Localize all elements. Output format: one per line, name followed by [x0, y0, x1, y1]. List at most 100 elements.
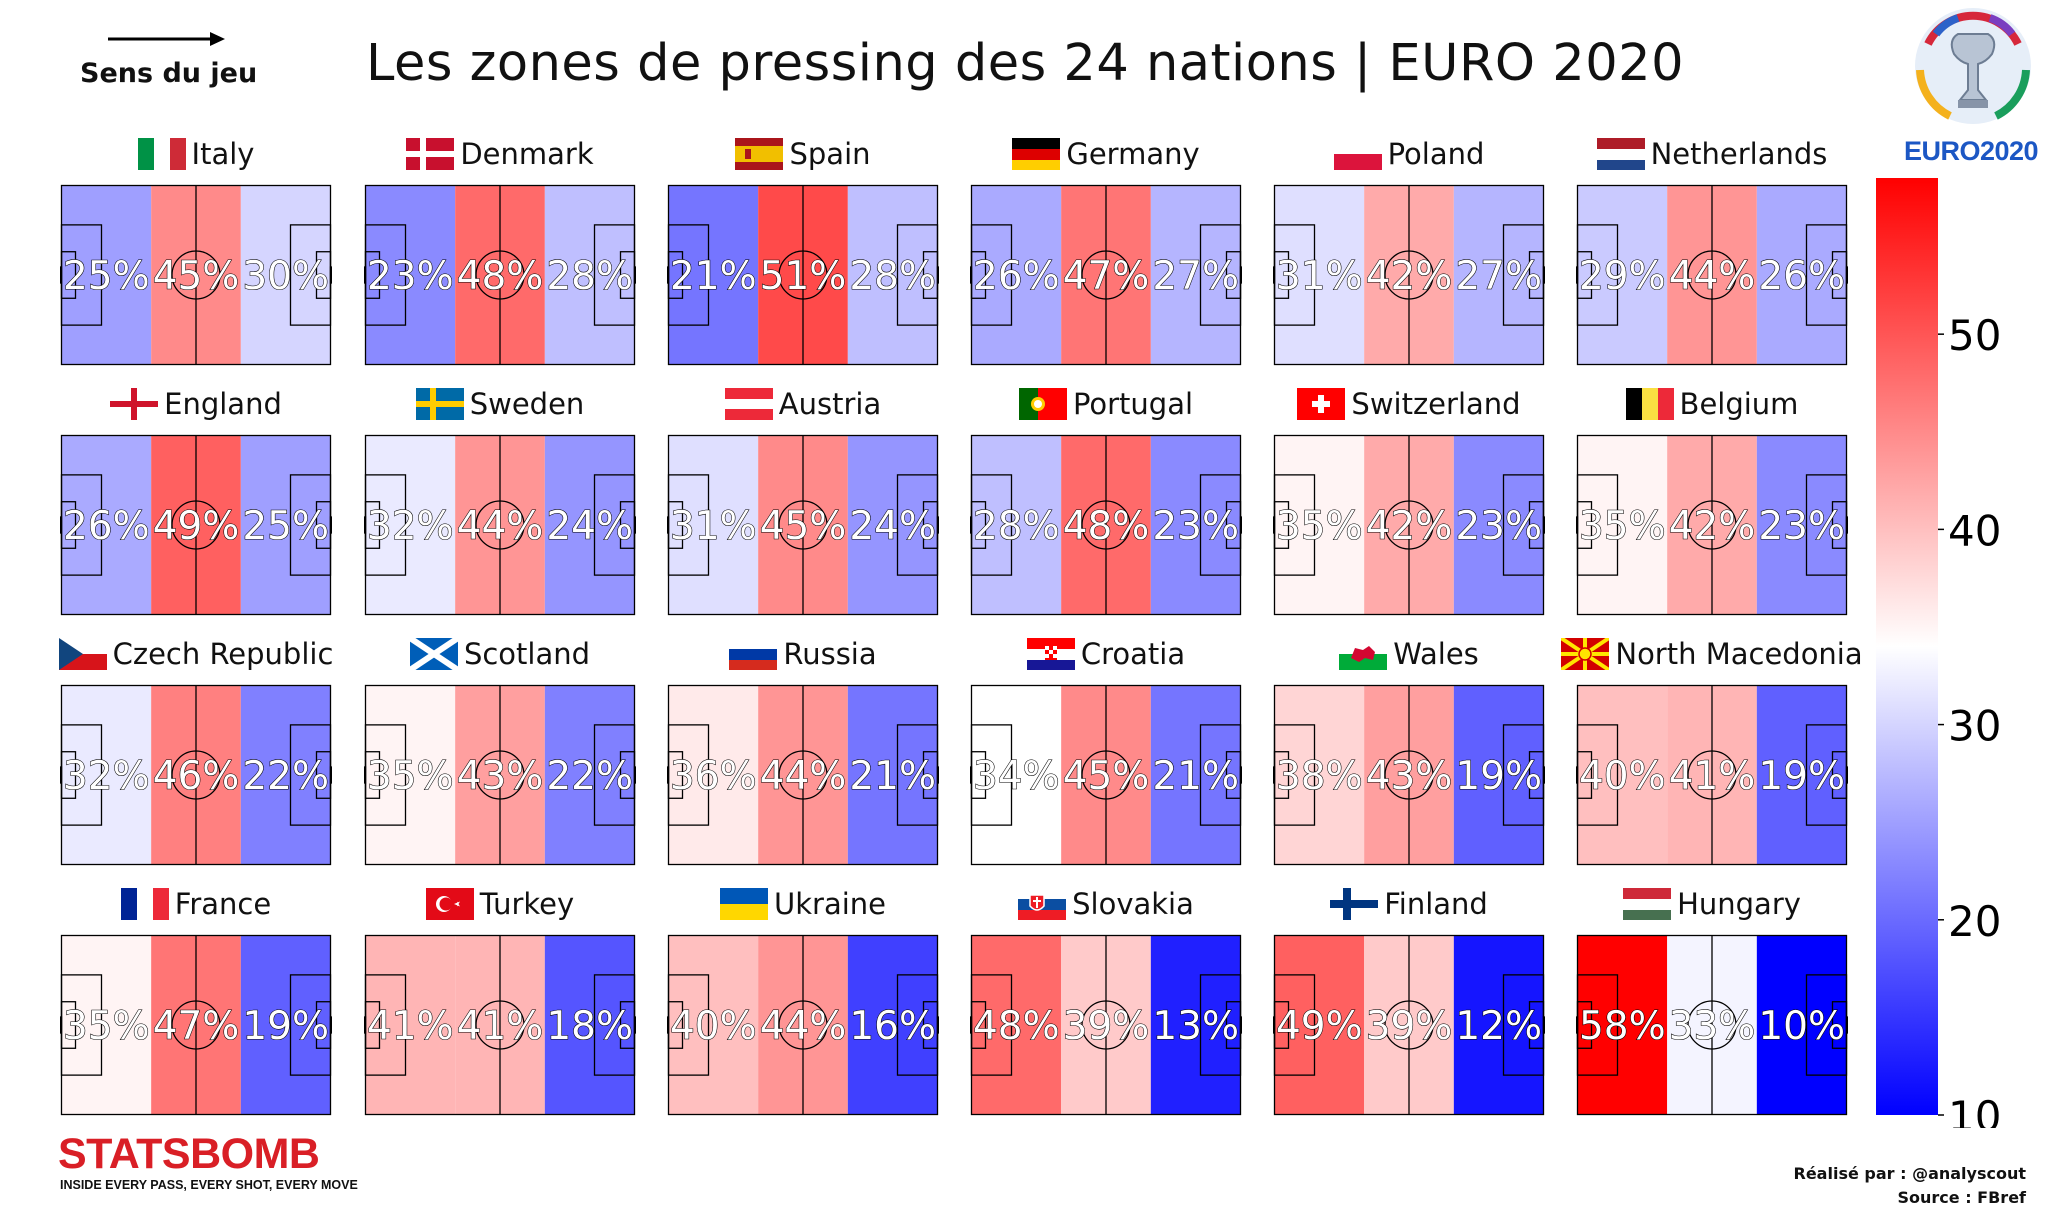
team-name: Scotland — [463, 637, 591, 671]
pitch-lines — [1576, 184, 1848, 366]
zone-value-label: 49% — [1276, 1004, 1363, 1049]
zone-cell — [1150, 685, 1241, 865]
pitch: 21% 51% 28% — [667, 184, 939, 366]
team-name: Netherlands — [1650, 137, 1828, 171]
zone-value-label: 38% — [1276, 754, 1363, 799]
team-panel: Czech Republic 32% 46% 22% — [58, 634, 333, 866]
pitch-lines — [970, 434, 1242, 616]
pitch: 49% 39% 12% — [1273, 934, 1545, 1116]
pitch-lines — [970, 684, 1242, 866]
pitch-lines — [364, 934, 636, 1116]
zone-cell — [1577, 185, 1668, 365]
team-name: England — [164, 387, 282, 421]
pitch: 35% 42% 23% — [1576, 434, 1848, 616]
euro2020-logo-text: EURO2020 — [1903, 136, 2039, 166]
team-label: Italy — [60, 134, 332, 174]
zone-cell — [365, 935, 456, 1115]
zone-value-label: 13% — [1152, 1004, 1239, 1049]
zone-value-label: 24% — [849, 504, 936, 549]
zone-value-label: 45% — [1063, 754, 1150, 799]
team-panel: England 26% 49% 25% — [60, 384, 332, 616]
team-label: Czech Republic — [58, 634, 333, 674]
pitch: 35% 43% 22% — [364, 684, 636, 866]
zone-cell — [240, 935, 331, 1115]
zone-value-label: 44% — [760, 754, 847, 799]
zone-cell — [61, 685, 152, 865]
statsbomb-tagline: INSIDE EVERY PASS, EVERY SHOT, EVERY MOV… — [60, 1178, 358, 1192]
team-panel: Netherlands 29% 44% 26% — [1576, 134, 1848, 366]
team-panel: Switzerland 35% 42% 23% — [1273, 384, 1545, 616]
team-label: Hungary — [1576, 884, 1848, 924]
play-direction-label: Sens du jeu — [80, 58, 258, 89]
team-label: Denmark — [364, 134, 636, 174]
zone-cell — [971, 185, 1062, 365]
zone-value-label: 46% — [153, 754, 240, 799]
zone-cell — [544, 435, 635, 615]
zone-cell — [668, 935, 759, 1115]
zone-cell — [61, 435, 152, 615]
zone-value-label: 25% — [63, 254, 150, 299]
zone-value-label: 34% — [973, 754, 1060, 799]
pitch: 35% 42% 23% — [1273, 434, 1545, 616]
zone-value-label: 29% — [1579, 254, 1666, 299]
pitch-lines — [667, 934, 939, 1116]
zone-value-label: 35% — [1579, 504, 1666, 549]
pitch: 36% 44% 21% — [667, 684, 939, 866]
zone-value-label: 32% — [63, 754, 150, 799]
poland-flag-icon — [1333, 138, 1382, 170]
team-label: Belgium — [1576, 384, 1848, 424]
zone-cell — [1756, 685, 1847, 865]
team-label: Austria — [667, 384, 939, 424]
russia-flag-icon — [729, 638, 778, 670]
zone-value-label: 44% — [457, 504, 544, 549]
zone-value-label: 12% — [1455, 1004, 1542, 1049]
team-name: Belgium — [1679, 387, 1799, 421]
netherlands-flag-icon — [1596, 138, 1645, 170]
author-credit: Réalisé par : @analyscout — [1793, 1164, 2027, 1183]
team-panel: Scotland 35% 43% 22% — [364, 634, 636, 866]
zone-value-label: 25% — [242, 504, 329, 549]
pitch-lines — [667, 434, 939, 616]
zone-cell — [1756, 185, 1847, 365]
france-flag-icon — [120, 888, 169, 920]
czech-flag-icon — [58, 638, 107, 670]
austria-flag-icon — [724, 388, 773, 420]
team-panel: Belgium 35% 42% 23% — [1576, 384, 1848, 616]
belgium-flag-icon — [1625, 388, 1674, 420]
team-label: Scotland — [364, 634, 636, 674]
team-panel: Ukraine 40% 44% 16% — [667, 884, 939, 1116]
team-label: Poland — [1273, 134, 1545, 174]
zone-value-label: 36% — [670, 754, 757, 799]
team-label: Croatia — [970, 634, 1242, 674]
pitch: 35% 47% 19% — [60, 934, 332, 1116]
pitch: 26% 47% 27% — [970, 184, 1242, 366]
team-label: Ukraine — [667, 884, 939, 924]
sweden-flag-icon — [415, 388, 464, 420]
zone-cell — [1150, 185, 1241, 365]
team-name: North Macedonia — [1615, 637, 1863, 671]
team-label: Germany — [970, 134, 1242, 174]
team-label: Wales — [1273, 634, 1545, 674]
pitch: 31% 45% 24% — [667, 434, 939, 616]
zone-cell — [61, 185, 152, 365]
zone-cell — [61, 935, 152, 1115]
pitch-lines — [970, 934, 1242, 1116]
team-name: Spain — [789, 137, 871, 171]
zone-cell — [1150, 935, 1241, 1115]
team-label: Switzerland — [1273, 384, 1545, 424]
team-panel: Croatia 34% 45% 21% — [970, 634, 1242, 866]
team-name: Slovakia — [1072, 887, 1194, 921]
zone-value-label: 28% — [973, 504, 1060, 549]
team-panel: Italy 25% 45% 30% — [60, 134, 332, 366]
team-name: Finland — [1384, 887, 1488, 921]
zone-value-label: 21% — [1152, 754, 1239, 799]
team-name: Poland — [1387, 137, 1485, 171]
team-panel: Portugal 28% 48% 23% — [970, 384, 1242, 616]
pitch-lines — [364, 434, 636, 616]
zone-cell — [365, 685, 456, 865]
zone-cell — [544, 185, 635, 365]
zone-value-label: 23% — [1758, 504, 1845, 549]
zone-cell — [1577, 685, 1668, 865]
zone-value-label: 23% — [367, 254, 454, 299]
portugal-flag-icon — [1018, 388, 1067, 420]
